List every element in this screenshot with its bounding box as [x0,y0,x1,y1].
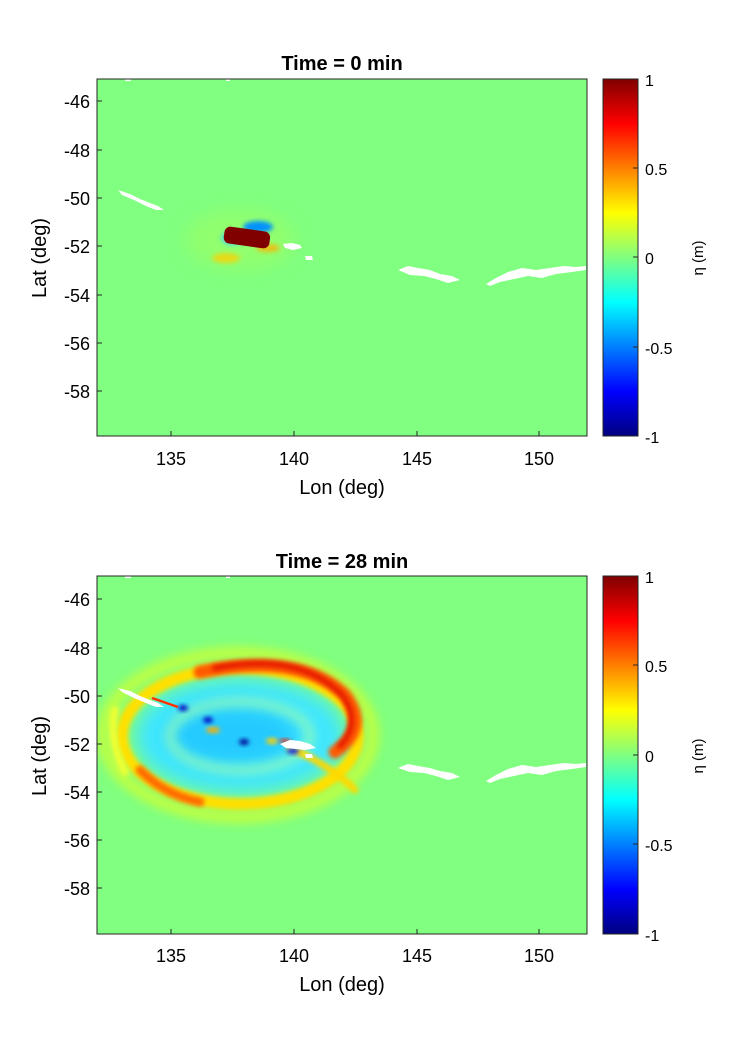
island [125,79,131,81]
y-axis-label: Lat (deg) [29,218,51,298]
colorbar-tick-label: 0.5 [645,659,667,676]
land-masses [118,79,586,286]
panel-title: Time = 0 min [281,53,402,75]
wave-crest [212,253,240,263]
y-tick-label: -58 [64,382,90,402]
y-tick-label: -52 [64,735,90,755]
y-tick-label: -54 [64,783,90,803]
y-ticks: -46 -48 -50 -52 -54 -56 -58 [64,590,102,899]
source-uplift [223,226,271,249]
wave-inner-ring [165,697,315,775]
island [125,576,131,578]
x-tick-label: 140 [279,449,309,469]
x-tick-label: 140 [279,946,309,966]
axes-box [96,78,588,437]
y-tick-label: -48 [64,141,90,161]
x-tick-label: 145 [402,449,432,469]
heatmap-field [97,576,587,934]
x-tick-label: 150 [524,449,554,469]
y-tick-label: -46 [64,92,90,112]
island [305,754,313,758]
island [283,243,302,250]
wave-crest-outer [97,647,379,823]
y-tick-label: -58 [64,879,90,899]
panel-title: Time = 28 min [276,551,408,573]
heatmap-field [97,79,587,436]
island [305,256,313,260]
island [118,190,164,210]
island [226,79,230,81]
panel-time-28: Time = 28 min [29,551,707,996]
y-tick-label: -56 [64,334,90,354]
x-ticks: 135 140 145 150 [156,431,554,469]
island [118,688,164,707]
x-tick-label: 150 [524,946,554,966]
x-tick-label: 135 [156,946,186,966]
wave-front-sw [135,765,205,807]
colorbar-tick-label: 1 [645,570,654,587]
colorbar-tick-label: 0.5 [645,162,667,179]
colorbar-gradient [602,575,639,935]
colorbar: 1 0.5 0 -0.5 -1 η (m) [602,570,707,945]
colorbar-tick-label: 1 [645,73,654,90]
y-ticks: -46 -48 -50 -52 -54 -56 -58 [64,92,102,402]
x-ticks: 135 140 145 150 [156,929,554,966]
island [486,763,586,783]
wave-front-w [109,706,129,776]
colorbar-tick-label: -0.5 [645,341,673,358]
wave-trough-core [167,705,297,765]
colorbar-gradient [602,78,639,437]
x-axis-label: Lon (deg) [299,974,385,996]
colorbar-tick-label: 0 [645,251,654,268]
y-tick-label: -48 [64,639,90,659]
colorbar-tick-label: 0 [645,749,654,766]
crest-spot [266,738,278,744]
y-tick-label: -50 [64,189,90,209]
trough-spot [239,739,249,745]
trough-spot [178,705,188,711]
y-tick-label: -54 [64,286,90,306]
trough-spot [287,748,299,754]
island [486,266,586,286]
island [280,740,316,750]
colorbar: 1 0.5 0 -0.5 -1 η (m) [602,73,707,447]
colorbar-tick-label: -0.5 [645,838,673,855]
panel-time-0: Time = 0 min [29,53,707,499]
colorbar-tick-label: -1 [645,430,659,447]
y-tick-label: -46 [64,590,90,610]
island [226,576,230,578]
colorbar-tick-label: -1 [645,928,659,945]
crest-streak [151,696,179,709]
island [398,266,460,283]
x-axis-label: Lon (deg) [299,477,385,499]
crest-spot [206,727,220,733]
heatmap-background [97,79,587,436]
y-tick-label: -56 [64,831,90,851]
x-tick-label: 135 [156,449,186,469]
y-axis-label: Lat (deg) [29,716,51,796]
island [398,764,460,780]
wave-front-ne-core [212,660,355,749]
colorbar-label: η (m) [690,241,707,276]
x-tick-label: 145 [402,946,432,966]
y-tick-label: -50 [64,687,90,707]
colorbar-label: η (m) [690,739,707,774]
land-masses [118,576,586,783]
y-tick-label: -52 [64,237,90,257]
axes-box [96,575,588,935]
trough-spot [203,717,213,723]
